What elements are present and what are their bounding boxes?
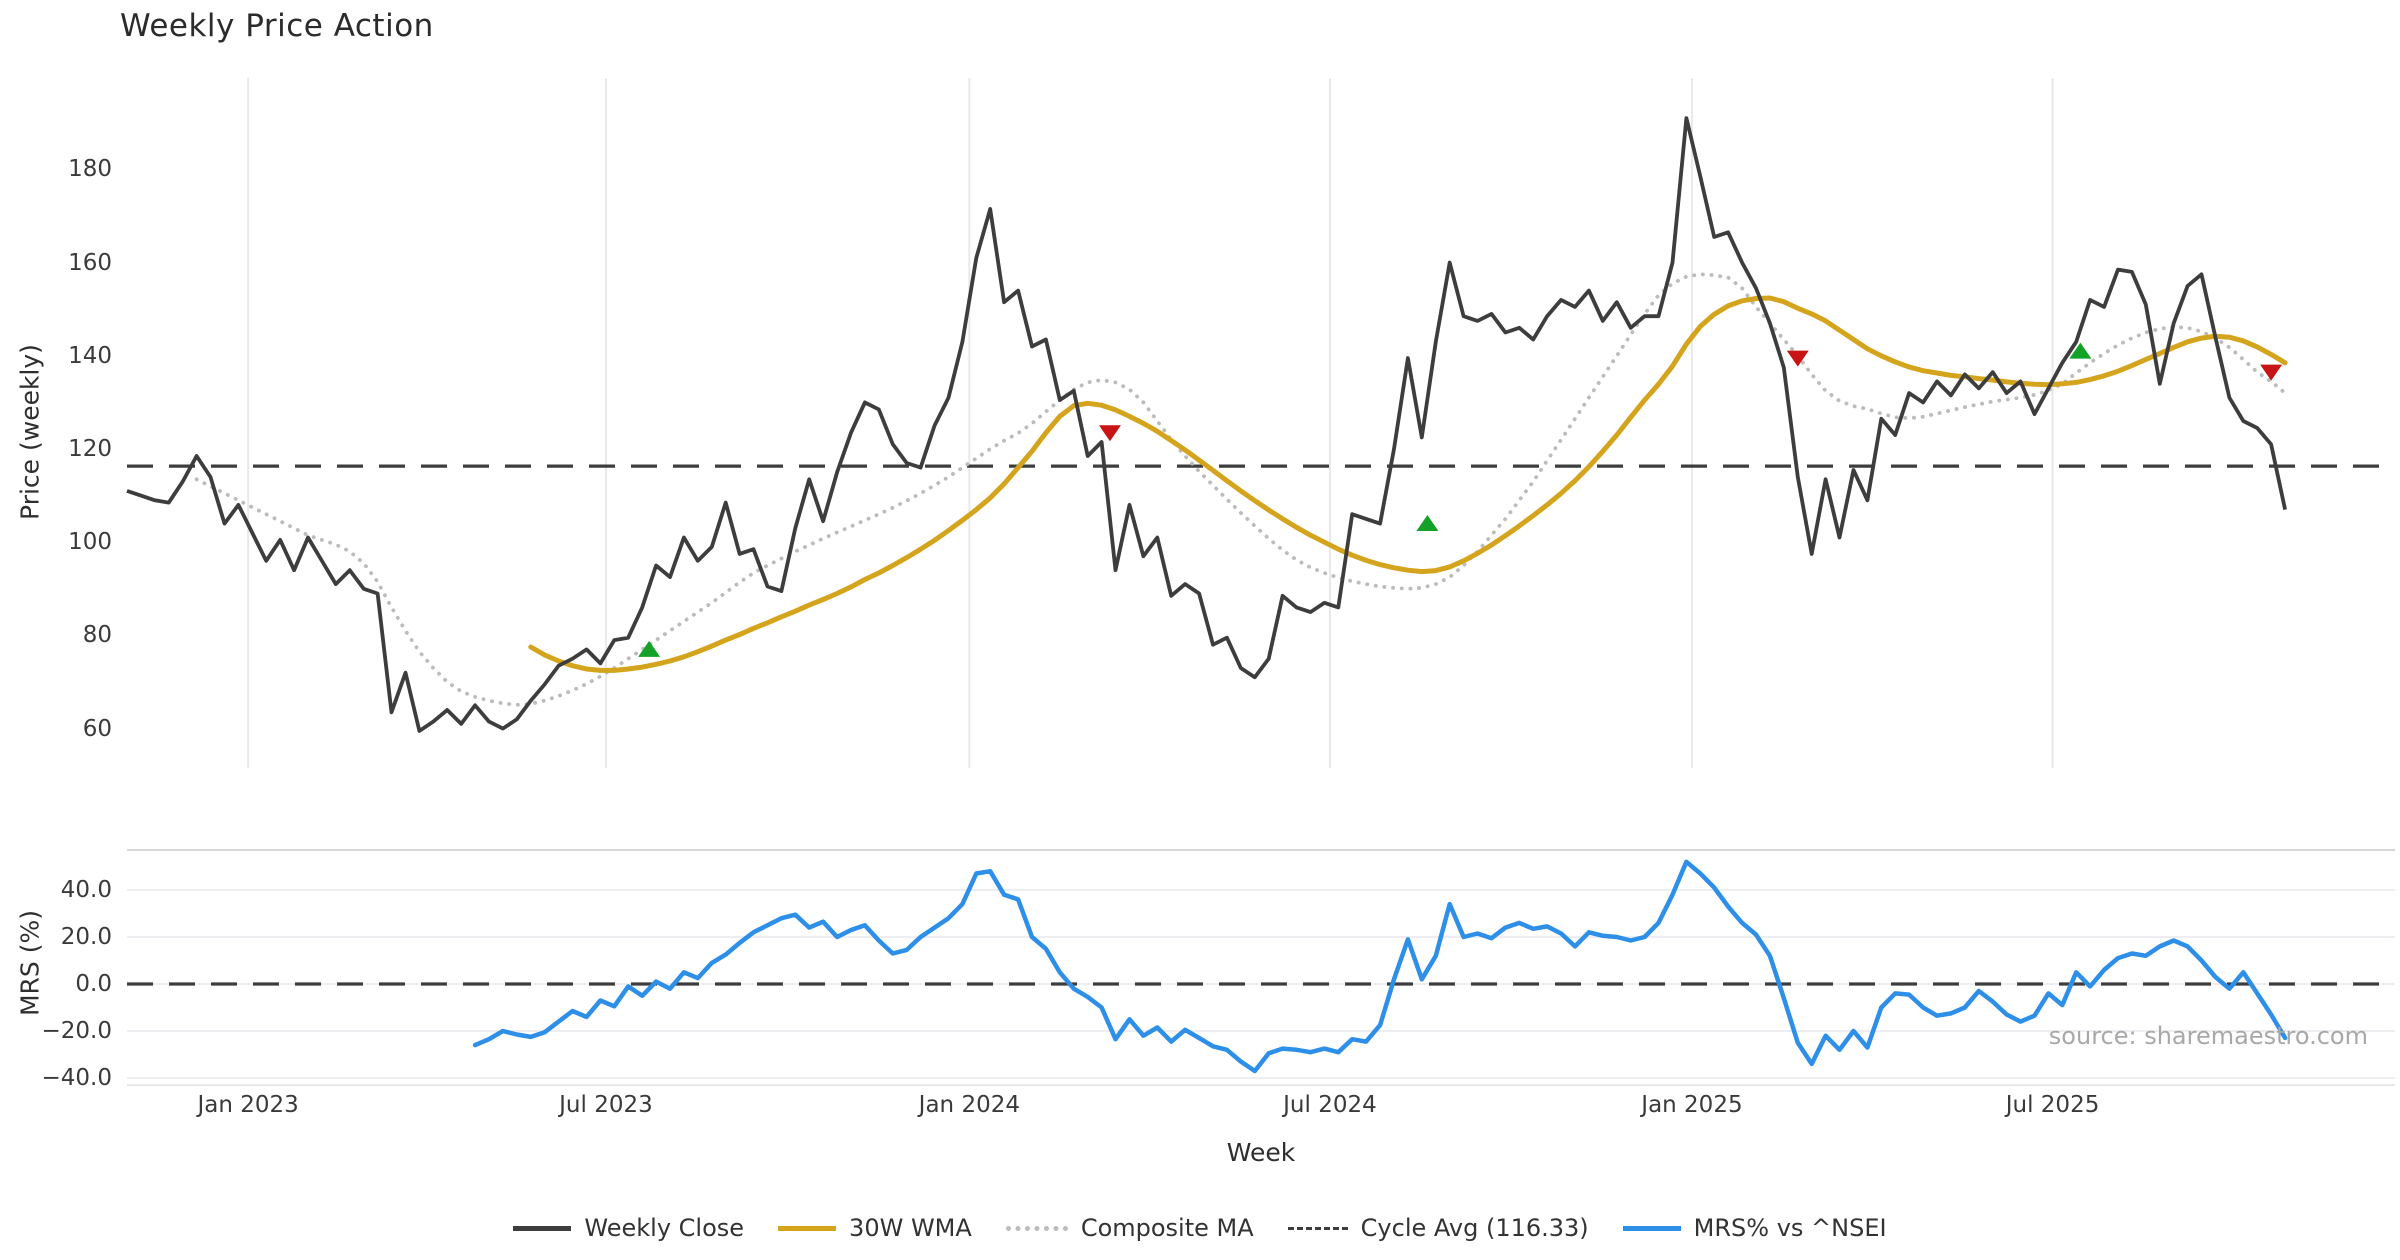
wma-line <box>528 295 2288 673</box>
price-tick-label: 140 <box>68 342 112 369</box>
page-title: Weekly Price Action <box>120 8 434 44</box>
legend-item-cycle-avg: Cycle Avg (116.33) <box>1287 1214 1589 1242</box>
legend-label: Cycle Avg (116.33) <box>1360 1214 1589 1242</box>
composite-ma-swatch-icon <box>1005 1225 1068 1231</box>
legend-item-weekly-close: Weekly Close <box>513 1214 744 1242</box>
cycle-avg-swatch-icon <box>1287 1226 1348 1230</box>
mrs-line <box>472 859 2288 1074</box>
legend-item-composite-ma: Composite MA <box>1005 1214 1254 1242</box>
x-tick-label: Jul 2025 <box>2005 1092 2100 1118</box>
sell-marker-icon <box>2260 364 2283 381</box>
x-tick-label: Jan 2025 <box>1641 1092 1743 1118</box>
mrs-tick-label: −40.0 <box>41 1065 112 1091</box>
x-tick-label: Jan 2023 <box>197 1092 299 1118</box>
price-tick-label: 80 <box>82 622 112 649</box>
source-watermark: source: sharemaestro.com <box>2048 1022 2368 1050</box>
sell-marker-icon <box>1098 425 1121 442</box>
mrs-tick-label: −20.0 <box>41 1018 112 1044</box>
x-tick-label: Jan 2024 <box>918 1092 1020 1118</box>
mrs-tick-label: 0.0 <box>75 971 112 997</box>
chart-legend: Weekly Close 30W WMA Composite MA Cycle … <box>0 1206 2400 1250</box>
legend-item-30w-wma: 30W WMA <box>778 1214 972 1242</box>
price-tick-label: 160 <box>68 249 112 276</box>
price-tick-label: 180 <box>68 156 112 183</box>
legend-label: 30W WMA <box>849 1214 972 1242</box>
mrs-axis-label: MRS (%) <box>15 909 45 1017</box>
mrs-tick-label: 20.0 <box>60 924 112 950</box>
price-tick-label: 120 <box>68 436 112 462</box>
buy-marker-icon <box>2069 342 2092 359</box>
mrs-swatch-icon <box>1622 1225 1681 1231</box>
price-axis-label: Price (weekly) <box>15 344 45 520</box>
x-axis-label: Week <box>1226 1138 1296 1167</box>
sell-marker-icon <box>1786 350 1809 367</box>
legend-label: Weekly Close <box>584 1214 745 1242</box>
weekly-close-line <box>126 116 2287 733</box>
weekly-close-swatch-icon <box>513 1225 572 1231</box>
composite-ma-line <box>194 272 2288 707</box>
legend-label: MRS% vs ^NSEI <box>1693 1214 1887 1242</box>
legend-item-mrs: MRS% vs ^NSEI <box>1622 1214 1887 1242</box>
buy-marker-icon <box>1416 515 1439 532</box>
buy-marker-icon <box>638 640 661 657</box>
price-tick-label: 100 <box>68 529 112 556</box>
mrs-tick-label: 40.0 <box>60 877 112 903</box>
price-tick-label: 60 <box>82 715 112 742</box>
legend-label: Composite MA <box>1080 1214 1254 1242</box>
x-tick-label: Jul 2023 <box>559 1092 653 1118</box>
wma-swatch-icon <box>778 1225 837 1231</box>
x-tick-label: Jul 2024 <box>1283 1092 1377 1118</box>
